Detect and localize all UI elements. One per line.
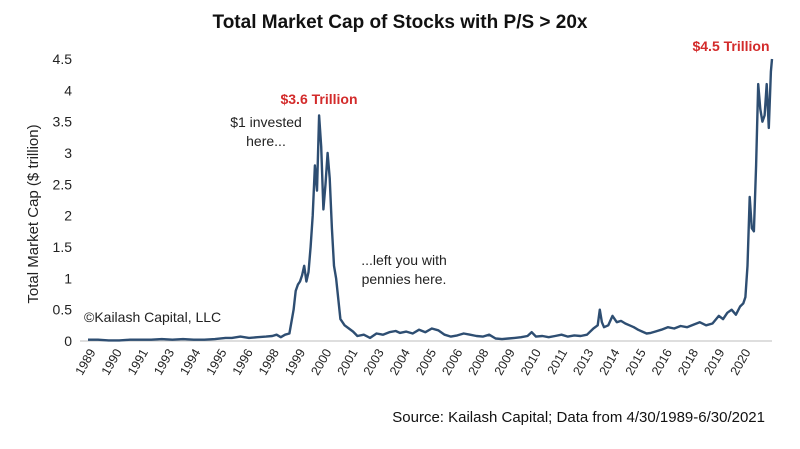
x-tick-label: 2020 xyxy=(728,346,754,377)
x-tick-label: 2008 xyxy=(466,346,492,377)
x-tick-label: 1994 xyxy=(177,346,203,377)
y-axis-label: Total Market Cap ($ trillion) xyxy=(25,124,42,303)
x-tick-label: 2013 xyxy=(570,346,596,377)
y-tick-label: 0.5 xyxy=(53,302,73,318)
x-tick-label: 1999 xyxy=(282,346,308,377)
x-tick-label: 1989 xyxy=(73,346,99,377)
x-tick-label: 2018 xyxy=(675,346,701,377)
x-tick-label: 2015 xyxy=(623,346,649,377)
annotation-invested-line1: $1 invested xyxy=(230,114,302,130)
x-tick-label: 2016 xyxy=(649,346,675,377)
x-tick-label: 1990 xyxy=(99,346,125,377)
annotation-left-line2: pennies here. xyxy=(362,271,447,287)
x-axis-ticks: 1989 1990 1991 1993 1994 1995 1996 1998 1999 2000… xyxy=(73,346,754,377)
series-line-market-cap xyxy=(88,58,774,342)
y-tick-label: 2.5 xyxy=(53,176,73,192)
annotation-left-line1: ...left you with xyxy=(361,252,447,268)
x-tick-label: 1995 xyxy=(204,346,230,377)
x-tick-label: 2009 xyxy=(492,346,518,377)
x-tick-label: 1998 xyxy=(256,346,282,377)
annotation-peak-2000: $3.6 Trillion xyxy=(280,91,357,107)
source-note: Source: Kailash Capital; Data from 4/30/… xyxy=(392,409,765,426)
y-tick-label: 0 xyxy=(64,333,72,349)
y-axis-ticks: 0 0.5 1 1.5 2 2.5 3 3.5 4 4.5 xyxy=(53,51,73,349)
x-tick-label: 2019 xyxy=(701,346,727,377)
x-tick-label: 2004 xyxy=(387,346,413,377)
annotation-invested-line2: here... xyxy=(246,133,286,149)
y-tick-label: 3 xyxy=(64,145,72,161)
copyright-text: ©Kailash Capital, LLC xyxy=(84,309,221,325)
chart-title: Total Market Cap of Stocks with P/S > 20… xyxy=(213,12,588,33)
x-tick-label: 2000 xyxy=(308,346,334,377)
y-tick-label: 1.5 xyxy=(53,239,73,255)
x-tick-label: 2014 xyxy=(597,346,623,377)
x-tick-label: 2005 xyxy=(413,346,439,377)
x-tick-label: 1996 xyxy=(230,346,256,377)
x-tick-label: 2010 xyxy=(518,346,544,377)
annotation-peak-2021: $4.5 Trillion xyxy=(692,38,769,54)
y-tick-label: 2 xyxy=(64,208,72,224)
y-tick-label: 4 xyxy=(64,82,72,98)
y-tick-label: 4.5 xyxy=(53,51,73,67)
x-tick-label: 1993 xyxy=(151,346,177,377)
x-tick-label: 2011 xyxy=(545,346,571,376)
y-tick-label: 3.5 xyxy=(53,114,73,130)
y-tick-label: 1 xyxy=(64,270,72,286)
x-tick-label: 1991 xyxy=(125,346,151,377)
x-tick-label: 2001 xyxy=(335,346,361,377)
x-tick-label: 2003 xyxy=(361,346,387,377)
x-tick-label: 2006 xyxy=(439,346,465,377)
